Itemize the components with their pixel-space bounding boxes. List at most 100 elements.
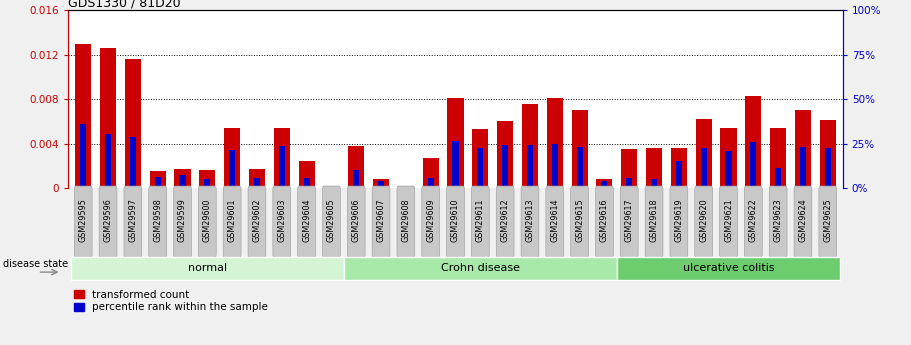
Text: GSM29618: GSM29618 [650, 199, 659, 242]
Bar [353, 170, 359, 188]
FancyBboxPatch shape [617, 257, 840, 280]
Text: GSM29616: GSM29616 [600, 199, 609, 242]
Text: GSM29619: GSM29619 [674, 198, 683, 242]
Bar [453, 141, 458, 188]
Legend: transformed count, percentile rank within the sample: transformed count, percentile rank withi… [74, 290, 268, 313]
Text: GSM29624: GSM29624 [798, 198, 807, 242]
Bar [323, 186, 340, 188]
Text: disease state: disease state [4, 259, 68, 269]
Text: GSM29600: GSM29600 [203, 199, 212, 242]
FancyBboxPatch shape [744, 186, 763, 257]
FancyBboxPatch shape [273, 186, 291, 257]
FancyBboxPatch shape [695, 186, 712, 257]
Bar [398, 186, 414, 188]
Bar [751, 142, 756, 188]
Text: GSM29612: GSM29612 [501, 198, 509, 242]
Bar [577, 147, 583, 188]
Bar [373, 179, 389, 188]
Text: normal: normal [188, 263, 227, 273]
FancyBboxPatch shape [298, 186, 315, 257]
Bar [696, 119, 711, 188]
FancyBboxPatch shape [720, 186, 737, 257]
Bar [745, 96, 762, 188]
Bar [447, 98, 464, 188]
FancyBboxPatch shape [148, 186, 167, 257]
Text: GSM29617: GSM29617 [625, 198, 634, 242]
Bar [497, 121, 513, 188]
Bar [646, 148, 662, 188]
Bar [149, 171, 166, 188]
Bar [423, 158, 439, 188]
Bar [299, 161, 314, 188]
FancyBboxPatch shape [769, 186, 787, 257]
Bar [403, 187, 409, 188]
Bar [279, 146, 285, 188]
Bar [179, 175, 186, 188]
Bar [348, 146, 364, 188]
FancyBboxPatch shape [521, 186, 539, 257]
Bar [775, 168, 782, 188]
FancyBboxPatch shape [794, 186, 812, 257]
Text: GSM29598: GSM29598 [153, 198, 162, 242]
Bar [200, 170, 215, 188]
FancyBboxPatch shape [322, 186, 341, 257]
Text: GSM29606: GSM29606 [352, 199, 361, 242]
Bar [229, 150, 235, 188]
Bar [621, 149, 638, 188]
FancyBboxPatch shape [343, 257, 617, 280]
Bar [552, 144, 558, 188]
Bar [472, 129, 488, 188]
Text: ulcerative colitis: ulcerative colitis [682, 263, 774, 273]
FancyBboxPatch shape [596, 186, 613, 257]
Text: GSM29595: GSM29595 [78, 198, 87, 242]
Text: GSM29623: GSM29623 [773, 198, 783, 242]
Bar [155, 177, 160, 188]
FancyBboxPatch shape [199, 186, 216, 257]
FancyBboxPatch shape [446, 186, 465, 257]
Text: GSM29608: GSM29608 [402, 199, 410, 242]
FancyBboxPatch shape [570, 186, 589, 257]
FancyBboxPatch shape [174, 186, 191, 257]
Text: GSM29615: GSM29615 [575, 198, 584, 242]
Bar [601, 181, 608, 188]
FancyBboxPatch shape [496, 186, 514, 257]
Bar [273, 128, 290, 188]
FancyBboxPatch shape [347, 186, 365, 257]
Text: GSM29622: GSM29622 [749, 198, 758, 242]
Text: GSM29611: GSM29611 [476, 199, 485, 242]
Bar [800, 147, 806, 188]
Bar [502, 145, 508, 188]
Bar [100, 48, 116, 188]
Bar [670, 148, 687, 188]
Text: GSM29609: GSM29609 [426, 198, 435, 242]
Bar [651, 179, 657, 188]
Text: GSM29613: GSM29613 [526, 199, 535, 242]
FancyBboxPatch shape [71, 257, 343, 280]
FancyBboxPatch shape [546, 186, 564, 257]
FancyBboxPatch shape [471, 186, 489, 257]
Bar [770, 128, 786, 188]
Bar [129, 137, 136, 188]
Text: GSM29607: GSM29607 [376, 198, 385, 242]
Bar [725, 151, 732, 188]
Bar [597, 179, 612, 188]
Text: GSM29596: GSM29596 [104, 198, 113, 242]
Bar [820, 120, 836, 188]
Bar [254, 178, 260, 188]
Text: GSM29602: GSM29602 [252, 198, 261, 242]
Bar [527, 145, 533, 188]
Text: GSM29621: GSM29621 [724, 198, 733, 242]
Bar [522, 104, 538, 188]
Bar [378, 181, 384, 188]
Bar [303, 178, 310, 188]
Text: GSM29610: GSM29610 [451, 199, 460, 242]
Bar [105, 134, 111, 188]
FancyBboxPatch shape [819, 186, 836, 257]
Text: GSM29603: GSM29603 [277, 199, 286, 242]
Text: GSM29597: GSM29597 [128, 198, 138, 242]
Bar [477, 148, 484, 188]
Bar [174, 169, 190, 188]
FancyBboxPatch shape [620, 186, 638, 257]
Bar [80, 124, 87, 188]
FancyBboxPatch shape [372, 186, 390, 257]
